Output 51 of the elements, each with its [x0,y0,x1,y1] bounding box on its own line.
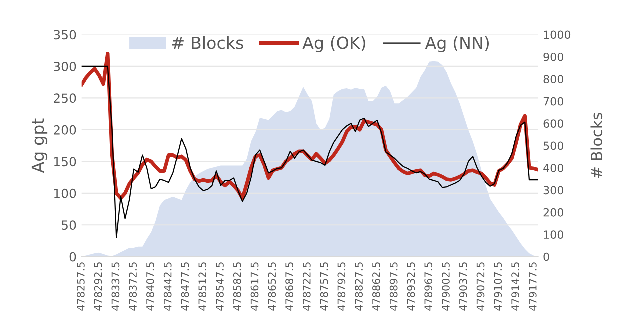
y2-tick-label: 400 [544,164,564,172]
y2-tick-label: 200 [544,208,564,217]
x-tick-label: 478442.5 [164,262,172,311]
y-tick-label: 200 [54,125,76,135]
x-tick-label: 478757.5 [320,262,328,311]
x-tick-label: 478407.5 [146,262,154,311]
x-tick-label: 479002.5 [442,262,450,311]
x-tick-label: 478582.5 [233,262,242,311]
y2-tick-label: 0 [544,252,550,262]
y2-tick-label: 600 [544,120,564,128]
x-tick-label: 479107.5 [494,262,502,311]
y2-tick-label: 500 [544,142,564,150]
x-tick-label: 478477.5 [181,262,190,311]
y-tick-label: 0 [70,252,76,262]
y-tick-label: 300 [54,62,76,72]
x-tick-label: 479177.5 [528,262,537,311]
x-tick-label: 479072.5 [476,262,485,311]
y-axis-title: Ag gpt [32,118,48,174]
y2-axis-title: # Blocks [590,113,603,178]
x-tick-label: 478722.5 [302,262,311,311]
x-tick-label: 478897.5 [390,262,398,311]
y-tick-label: 250 [54,94,76,104]
y2-tick-label: 100 [544,230,564,240]
x-tick-label: 478257.5 [76,262,85,311]
legend-label: # Blocks [172,36,244,50]
x-tick-label: 478827.5 [355,262,363,311]
x-tick-label: 478687.5 [286,262,294,311]
y2-tick-label: 700 [544,97,564,106]
x-tick-label: 479037.5 [459,262,468,311]
y2-tick-label: 300 [544,186,564,195]
legend-label: Ag (NN) [425,36,490,53]
y-tick-label: 350 [54,30,76,40]
x-tick-label: 478792.5 [338,262,346,311]
x-tick-label: 478617.5 [250,262,259,311]
y-tick-label: 100 [54,188,76,198]
y2-tick-label: 900 [544,52,564,62]
x-tick-label: 479142.5 [512,262,520,311]
y-tick-label: 50 [62,220,76,230]
x-tick-label: 478337.5 [112,262,120,311]
x-tick-label: 478512.5 [198,262,207,311]
x-tick-label: 478372.5 [129,262,138,311]
x-tick-label: 478547.5 [216,262,224,311]
x-tick-label: 478932.5 [407,262,416,311]
y-tick-label: 150 [54,157,76,167]
x-tick-label: 478862.5 [372,262,380,311]
y2-tick-label: 800 [544,75,564,84]
x-tick-label: 478652.5 [268,262,276,311]
legend-label: Ag (OK) [302,36,366,53]
y2-tick-label: 1000 [544,30,571,40]
x-tick-label: 478967.5 [424,262,433,311]
x-tick-label: 478292.5 [94,262,102,311]
